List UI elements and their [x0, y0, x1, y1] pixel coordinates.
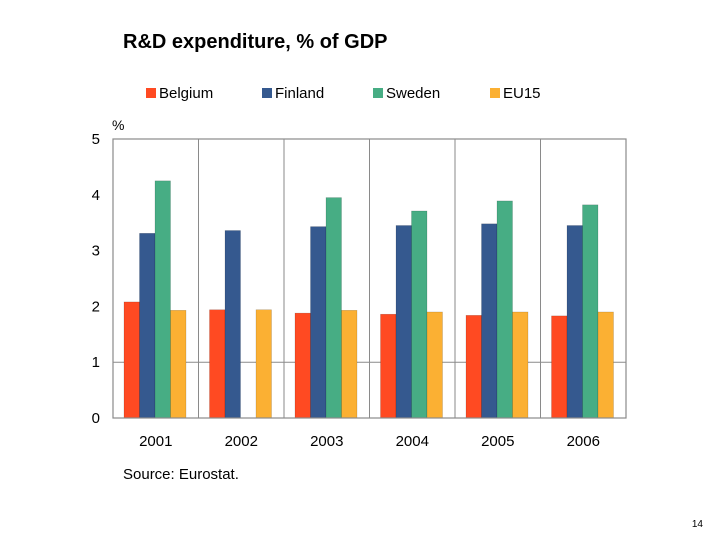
- legend-swatch-belgium: [146, 88, 156, 98]
- bar-finland-2002: [224, 230, 241, 419]
- y-axis-ticks: 0 1 2 3 4 5: [92, 131, 100, 427]
- page-number: 14: [692, 519, 704, 530]
- bar-finland-2003: [310, 226, 327, 419]
- x-tick-label: 2001: [139, 433, 172, 450]
- bar-eu15-2006: [597, 311, 614, 419]
- bar-finland-2005: [481, 223, 498, 419]
- y-tick-label: 5: [92, 131, 100, 148]
- x-tick-label: 2004: [396, 433, 429, 450]
- bar-belgium-2001: [123, 301, 140, 419]
- source-note: Source: Eurostat.: [123, 466, 239, 483]
- y-tick-label: 4: [92, 187, 100, 204]
- legend-label-sweden: Sweden: [386, 85, 440, 102]
- bar-belgium-2002: [209, 309, 226, 419]
- bar-sweden-2004: [411, 210, 428, 419]
- y-axis-unit-label: %: [112, 117, 124, 133]
- bar-finland-2004: [395, 225, 412, 419]
- legend-label-finland: Finland: [275, 85, 324, 102]
- bar-sweden-2001: [154, 180, 171, 419]
- chart-title: R&D expenditure, % of GDP: [123, 31, 387, 53]
- legend-label-eu15: EU15: [503, 85, 541, 102]
- legend-swatch-finland: [262, 88, 272, 98]
- grid-lines: [113, 139, 626, 418]
- legend: Belgium Finland Sweden EU15: [146, 85, 541, 102]
- x-axis-ticks: 2001 2002 2003 2004 2005 2006: [139, 433, 600, 450]
- plot-frame: [112, 138, 627, 419]
- x-tick-label: 2003: [310, 433, 343, 450]
- x-tick-label: 2005: [481, 433, 514, 450]
- bars: [123, 180, 614, 419]
- bar-sweden-2006: [582, 204, 599, 419]
- bar-sweden-2003: [325, 197, 342, 419]
- bar-finland-2006: [566, 225, 583, 419]
- bar-eu15-2002: [255, 309, 272, 419]
- legend-label-belgium: Belgium: [159, 85, 213, 102]
- y-tick-label: 0: [92, 410, 100, 427]
- bar-sweden-2005: [496, 200, 513, 419]
- y-tick-label: 1: [92, 354, 100, 371]
- bar-eu15-2004: [426, 311, 443, 419]
- bar-eu15-2003: [341, 310, 358, 419]
- bar-eu15-2001: [170, 310, 187, 419]
- bar-belgium-2003: [294, 312, 311, 419]
- bar-belgium-2006: [551, 315, 568, 419]
- legend-swatch-eu15: [490, 88, 500, 98]
- bar-eu15-2005: [512, 311, 529, 419]
- bar-finland-2001: [139, 233, 156, 419]
- bar-belgium-2005: [465, 315, 482, 419]
- x-tick-label: 2006: [567, 433, 600, 450]
- bar-belgium-2004: [380, 313, 397, 419]
- x-tick-label: 2002: [225, 433, 258, 450]
- y-tick-label: 2: [92, 298, 100, 315]
- legend-swatch-sweden: [373, 88, 383, 98]
- y-tick-label: 3: [92, 243, 100, 260]
